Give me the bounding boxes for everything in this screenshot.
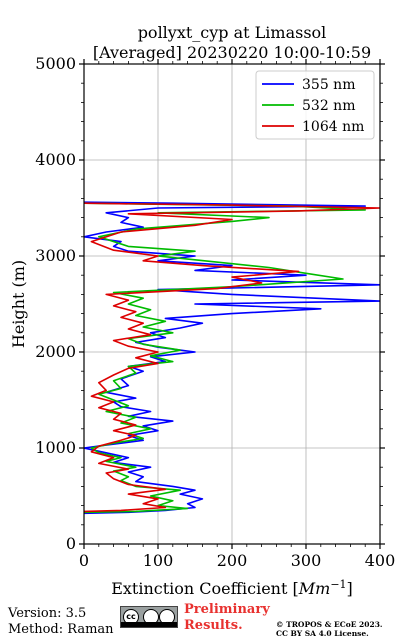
y-axis-label: Height (m) — [9, 260, 28, 348]
x-tick-label: 200 — [217, 551, 248, 570]
legend-label: 355 nm — [302, 77, 355, 93]
extinction-profile-chart: pollyxt_cyp at Limassol [Averaged] 20230… — [9, 23, 395, 598]
x-axis: 0 100 200 300 400 — [79, 59, 395, 570]
y-tick-label: 4000 — [35, 150, 76, 169]
x-axis-label-exponent: −1 — [330, 578, 346, 591]
series-line-1 — [84, 201, 380, 515]
version-text: Version: 3.5 — [8, 606, 87, 621]
x-tick-label: 300 — [291, 551, 322, 570]
y-axis: 0 1000 2000 3000 4000 5000 — [35, 54, 385, 553]
footer-info: Version: 3.5 Method: Raman — [8, 606, 114, 638]
legend-box — [255, 70, 375, 140]
x-axis-label-unit: Mm — [298, 579, 331, 598]
chart-title: pollyxt_cyp at Limassol — [138, 23, 327, 42]
copyright-notice: © TROPOS & ECoE 2023. CC BY SA 4.0 Licen… — [276, 620, 383, 638]
legend-label: 1064 nm — [302, 119, 364, 135]
x-tick-label: 100 — [143, 551, 174, 570]
x-axis-label-text: Extinction Coefficient [ — [111, 579, 299, 598]
x-tick-label: 0 — [79, 551, 89, 570]
legend-label: 532 nm — [302, 98, 355, 114]
series-layer — [84, 201, 380, 515]
series-line-2 — [84, 202, 367, 514]
x-tick-label: 400 — [365, 551, 396, 570]
preliminary-notice: Preliminary Results. — [184, 602, 270, 634]
preliminary-line-1: Preliminary — [184, 602, 270, 617]
series-line-3 — [84, 202, 380, 513]
y-tick-label: 1000 — [35, 438, 76, 457]
method-text: Method: Raman — [8, 622, 114, 637]
y-tick-label: 5000 — [35, 54, 76, 73]
y-tick-label: 0 — [66, 534, 76, 553]
preliminary-line-2: Results. — [184, 618, 243, 633]
cc-icon: cc — [123, 609, 139, 625]
cc-license-badge: cc — [120, 606, 178, 628]
chart-subtitle: [Averaged] 20230220 10:00-10:59 — [93, 43, 371, 62]
copyright-line-2: CC BY SA 4.0 License. — [276, 629, 369, 638]
legend: 355 nm 532 nm 1064 nm — [255, 70, 375, 140]
x-axis-label: Extinction Coefficient [Mm−1] — [111, 578, 353, 598]
cc-badge-bar — [121, 622, 177, 627]
y-tick-label: 2000 — [35, 342, 76, 361]
copyright-line-1: © TROPOS & ECoE 2023. — [276, 620, 383, 629]
x-axis-label-bracket: ] — [347, 579, 353, 598]
y-tick-label: 3000 — [35, 246, 76, 265]
